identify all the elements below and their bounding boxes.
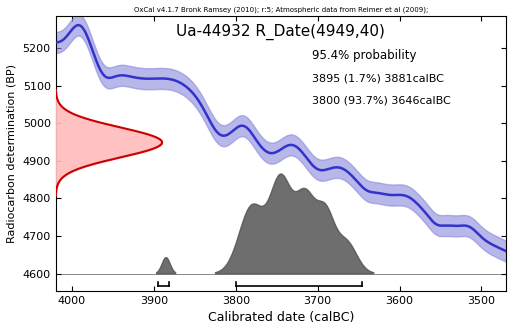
Text: OxCal v4.1.7 Bronk Ramsey (2010); r:5; Atmospheric data from Reimer et al (2009): OxCal v4.1.7 Bronk Ramsey (2010); r:5; A… <box>134 7 428 13</box>
X-axis label: Calibrated date (calBC): Calibrated date (calBC) <box>208 311 354 324</box>
Text: 3895 (1.7%) 3881calBC: 3895 (1.7%) 3881calBC <box>312 74 444 84</box>
Text: 95.4% probability: 95.4% probability <box>312 49 417 62</box>
Text: Ua-44932 R_Date(4949,40): Ua-44932 R_Date(4949,40) <box>176 24 385 40</box>
Y-axis label: Radiocarbon determination (BP): Radiocarbon determination (BP) <box>7 64 17 243</box>
Text: 3800 (93.7%) 3646calBC: 3800 (93.7%) 3646calBC <box>312 96 451 106</box>
